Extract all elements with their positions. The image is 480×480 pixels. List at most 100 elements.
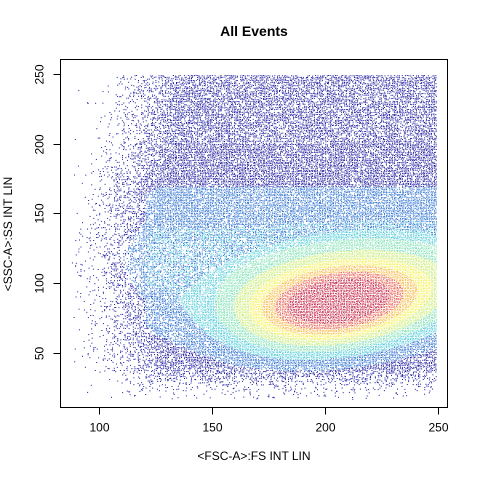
data-point: [105, 238, 107, 240]
data-point: [118, 177, 120, 179]
data-point: [169, 121, 171, 123]
data-point: [163, 175, 165, 177]
data-point: [123, 208, 125, 209]
data-point: [174, 374, 176, 376]
data-point: [147, 190, 149, 192]
data-point: [146, 247, 148, 249]
data-point: [139, 133, 141, 135]
data-point: [172, 153, 174, 155]
data-point: [152, 155, 154, 157]
data-point: [93, 348, 95, 350]
data-point: [99, 246, 101, 248]
data-point: [176, 219, 177, 221]
data-point: [148, 204, 150, 206]
data-point: [128, 266, 130, 267]
data-point: [176, 165, 178, 166]
data-point: [179, 363, 181, 365]
data-point: [148, 338, 150, 340]
data-point: [98, 357, 100, 359]
data-point: [173, 241, 174, 243]
data-point: [126, 348, 128, 350]
data-point: [166, 341, 168, 343]
data-point: [176, 112, 178, 114]
data-point: [161, 247, 163, 249]
data-point: [179, 195, 181, 197]
data-point: [166, 185, 168, 187]
data-point: [78, 251, 80, 253]
data-point: [84, 196, 86, 198]
data-point: [132, 113, 134, 115]
data-point: [170, 182, 172, 184]
data-point: [177, 368, 179, 370]
data-point: [142, 302, 144, 304]
data-point: [147, 78, 149, 80]
data-point: [149, 86, 151, 88]
data-point: [171, 179, 173, 181]
data-point: [126, 210, 128, 211]
data-point: [181, 301, 183, 303]
data-point: [142, 272, 144, 273]
data-point: [109, 189, 110, 191]
data-point: [120, 240, 122, 242]
data-point: [168, 355, 170, 357]
data-point: [141, 262, 143, 264]
data-point: [157, 182, 158, 184]
data-point: [116, 190, 118, 192]
data-point: [179, 163, 181, 165]
data-point: [168, 240, 169, 242]
data-point: [136, 323, 138, 325]
data-point: [173, 348, 175, 350]
data-point: [156, 160, 158, 161]
data-point: [117, 268, 119, 270]
data-point: [174, 265, 176, 267]
data-point: [157, 201, 159, 203]
data-point: [173, 254, 175, 256]
data-point: [129, 344, 131, 346]
data-point: [171, 241, 173, 243]
data-point: [128, 197, 130, 199]
data-point: [146, 339, 147, 341]
data-point: [179, 317, 181, 319]
data-point: [174, 96, 176, 98]
data-point: [149, 236, 151, 238]
data-point: [115, 216, 117, 218]
data-point: [172, 169, 174, 171]
data-point: [145, 302, 147, 304]
data-point: [181, 363, 183, 365]
data-point: [150, 307, 152, 308]
data-point: [107, 217, 109, 219]
data-point: [158, 155, 160, 157]
data-point: [128, 358, 130, 360]
data-point: [174, 320, 176, 322]
data-point: [158, 296, 160, 298]
data-point: [152, 193, 154, 195]
data-point: [139, 144, 141, 145]
data-point: [153, 160, 155, 162]
data-point: [134, 251, 136, 253]
data-point: [181, 143, 183, 145]
data-point: [107, 224, 109, 226]
data-point: [163, 150, 165, 152]
data-point: [168, 265, 170, 267]
data-point: [168, 246, 170, 248]
data-point: [164, 347, 166, 348]
data-point: [178, 323, 180, 325]
data-point: [152, 256, 154, 258]
data-point: [168, 220, 170, 222]
data-point: [140, 270, 142, 272]
data-point: [145, 336, 147, 338]
data-point: [134, 157, 136, 159]
data-point: [77, 291, 79, 293]
data-point: [165, 277, 167, 279]
data-point: [151, 139, 152, 141]
data-point: [152, 227, 154, 228]
data-point: [174, 261, 176, 262]
data-point: [138, 323, 140, 325]
data-point: [165, 302, 166, 304]
data-point: [158, 78, 160, 80]
data-point: [155, 191, 157, 193]
data-point: [90, 245, 91, 247]
data-point: [168, 360, 170, 362]
data-point: [153, 268, 155, 270]
data-point: [176, 347, 178, 349]
